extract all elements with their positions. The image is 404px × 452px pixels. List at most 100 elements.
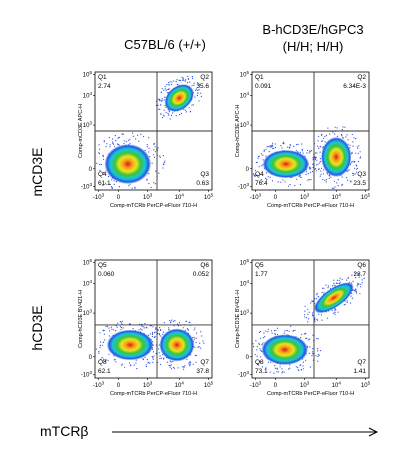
tick-label: 0 (246, 167, 250, 173)
density-dot (199, 342, 201, 344)
tick-exp: 3 (102, 381, 105, 386)
density-dot (258, 342, 260, 344)
density-dot (319, 160, 321, 163)
density-dot (281, 372, 283, 374)
tick-base: 10 (204, 383, 211, 389)
density-dot (153, 154, 155, 156)
density-dot (165, 89, 167, 91)
density-dot (154, 146, 156, 148)
column-header: B-hCD3E/hGPC3 (262, 22, 363, 37)
density-dot (306, 337, 308, 339)
density-dot (117, 143, 119, 146)
density-dot (265, 367, 267, 369)
density-dot (149, 333, 151, 335)
tick-base: 10 (204, 195, 211, 201)
density-dot (309, 338, 311, 340)
density-dot (98, 351, 100, 353)
tick-label: -103 (81, 182, 93, 191)
tick-base: 10 (240, 282, 247, 288)
density-dot (135, 362, 137, 364)
tick-label: -103 (81, 370, 93, 379)
density-dot (330, 176, 332, 178)
tick-exp: 3 (259, 381, 262, 386)
tick-base: 10 (361, 383, 368, 389)
quadrant-name: Q4 (98, 171, 107, 178)
tick-base: -10 (250, 383, 259, 389)
density-dot (306, 152, 308, 154)
tick-exp: 5 (368, 193, 371, 198)
density-dot (359, 151, 361, 153)
density-dot (322, 173, 325, 175)
density-dot (168, 329, 170, 331)
tick-exp: 3 (246, 309, 249, 314)
density-dot (268, 151, 270, 153)
density-dot (319, 162, 321, 164)
density-dot (263, 149, 265, 151)
density-dot (334, 311, 336, 314)
density-dot (255, 340, 257, 342)
density-dot (169, 360, 171, 362)
density-dot (169, 319, 171, 322)
density-dot (143, 327, 145, 329)
density-dot (321, 140, 323, 142)
density-dot (311, 300, 313, 302)
tick-label: 103 (300, 193, 310, 202)
density-dot (161, 100, 163, 102)
y-axis-label: Comp-hCD3E BV421-H (78, 290, 84, 348)
density-dot (295, 150, 297, 152)
density-dot (356, 285, 358, 287)
tick-base: 10 (83, 282, 90, 288)
density-dot (146, 359, 149, 361)
tick-label: 105 (361, 381, 371, 390)
density-dot (194, 327, 196, 329)
tick-label: 0 (117, 195, 121, 201)
density-dot (299, 364, 301, 367)
density-dot (317, 140, 319, 142)
density-dot (314, 152, 316, 154)
tick-base: 0 (246, 355, 250, 361)
density-dot (253, 173, 255, 175)
density-dot (303, 333, 305, 335)
density-dot (163, 109, 165, 111)
density-dot (152, 332, 154, 334)
density-dot (187, 78, 189, 80)
density-dot (142, 358, 144, 360)
tick-label: 104 (240, 91, 250, 100)
density-dot (157, 147, 159, 149)
density-dot (98, 352, 100, 354)
density-dot (186, 82, 189, 84)
quadrant-name: Q8 (98, 359, 107, 366)
tick-label: -103 (93, 193, 105, 202)
density-dot (284, 330, 286, 332)
tick-base: 10 (240, 72, 247, 78)
density-dot (300, 368, 302, 371)
density-dot (169, 118, 171, 120)
density-dot (319, 350, 322, 352)
density-dot (317, 163, 319, 165)
density-dot (357, 167, 359, 169)
tick-base: 10 (240, 260, 247, 266)
density-dot (311, 355, 313, 357)
density-dot (170, 364, 172, 366)
density-dot (318, 313, 320, 315)
density-dot (319, 151, 321, 153)
density-dot (163, 89, 165, 91)
density-dot (258, 175, 260, 177)
density-dot (352, 174, 354, 177)
arrow-head (368, 427, 379, 437)
density-dot (253, 174, 255, 176)
density-dot (333, 180, 336, 182)
quadrant-value: 0.060 (98, 271, 115, 278)
density-dot (187, 75, 189, 77)
density-dot (193, 338, 195, 340)
tick-base: 0 (117, 195, 121, 201)
density-dot (99, 344, 101, 346)
quadrant-name: Q5 (98, 262, 107, 269)
density-dot (262, 154, 264, 156)
y-axis-label: Comp-mCD3E APC-H (78, 104, 84, 158)
density-dot (354, 272, 356, 274)
density-dot (119, 326, 121, 328)
density-dot (172, 320, 174, 323)
density-dot (99, 346, 101, 348)
